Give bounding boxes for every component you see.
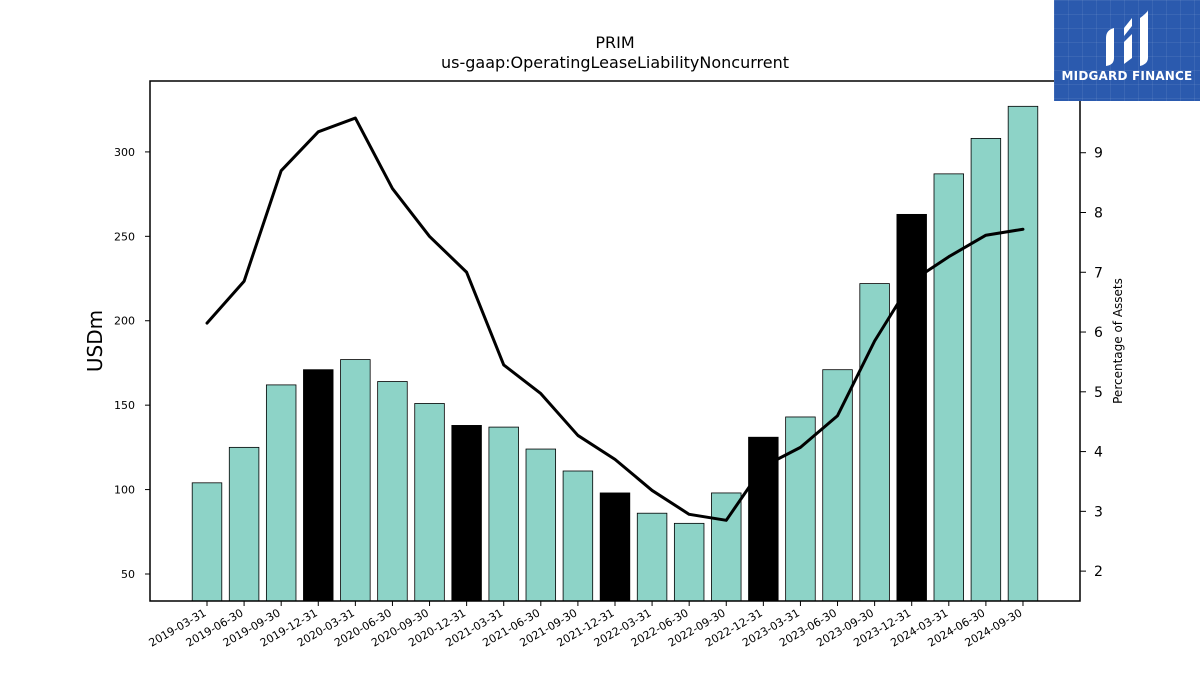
y-tick-label: 250 [114, 230, 135, 243]
y2-tick-label: 6 [1094, 325, 1103, 341]
bar [673, 522, 705, 602]
bar [451, 425, 482, 602]
bar [488, 426, 519, 602]
y-tick-label: 300 [114, 146, 135, 159]
bar [562, 470, 594, 602]
bar [785, 416, 816, 602]
line-group [205, 116, 1025, 522]
bar [970, 137, 1002, 602]
y2-axis-label: Percentage of Assets [1111, 278, 1125, 404]
bar [636, 512, 668, 602]
plot-frame [149, 80, 1081, 602]
bar [265, 384, 297, 602]
bar [228, 446, 260, 602]
bar [191, 482, 223, 602]
bar [1007, 105, 1039, 602]
y-axis-label: USDm [83, 310, 107, 372]
bar [525, 448, 557, 602]
y2-tick-label: 3 [1094, 504, 1103, 520]
bar [303, 369, 334, 602]
bar [599, 492, 631, 602]
y-tick-label: 50 [121, 568, 135, 581]
bar [822, 369, 853, 602]
y-tick-label: 200 [114, 315, 135, 328]
bars-group [191, 105, 1039, 602]
y2-tick-label: 7 [1094, 265, 1103, 281]
bar [711, 492, 742, 602]
y2-tick-label: 9 [1094, 146, 1103, 162]
y2-tick-label: 5 [1094, 385, 1103, 401]
chart-title: PRIM [595, 33, 634, 52]
logo-text: MIDGARD FINANCE [1061, 69, 1193, 83]
y2-tick-label: 4 [1094, 445, 1103, 461]
bar [859, 283, 890, 602]
y2-tick-label: 8 [1094, 205, 1103, 221]
chart-subtitle: us-gaap:OperatingLeaseLiabilityNoncurren… [441, 53, 789, 72]
line-series [205, 116, 1025, 522]
bar [748, 436, 779, 602]
logo-mark-icon [1106, 10, 1148, 66]
bar [340, 359, 371, 602]
bar [933, 173, 965, 602]
y-tick-label: 100 [114, 484, 135, 497]
y-tick-label: 150 [114, 399, 135, 412]
bar [414, 403, 445, 602]
logo: MIDGARD FINANCE [1054, 0, 1200, 101]
y2-tick-label: 2 [1094, 564, 1103, 580]
bar [377, 381, 408, 602]
bar [896, 213, 927, 602]
